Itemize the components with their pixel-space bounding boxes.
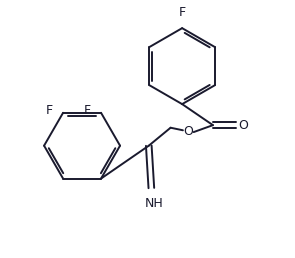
Text: O: O [183, 125, 194, 138]
Text: F: F [46, 104, 53, 117]
Text: F: F [178, 6, 186, 19]
Text: O: O [238, 119, 248, 132]
Text: F: F [84, 104, 91, 117]
Text: NH: NH [145, 197, 163, 210]
